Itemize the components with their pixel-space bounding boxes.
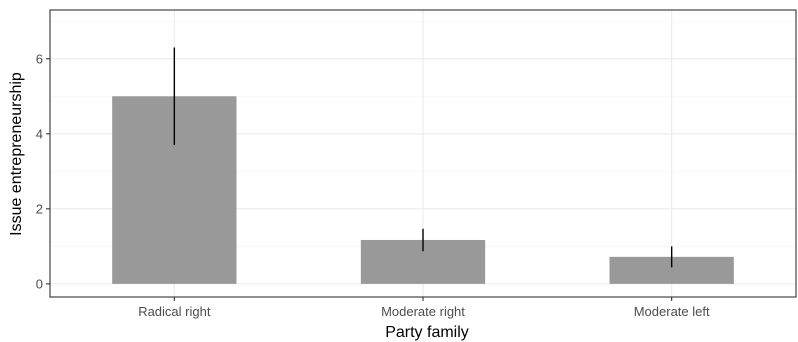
x-tick-label: Moderate left [634,304,710,319]
x-axis-title: Party family [385,324,469,341]
error-bars [173,47,673,268]
y-axis-title: Issue entrepreneurship [8,72,25,236]
x-tick-label: Radical right [138,304,211,319]
y-tick-label: 0 [36,276,43,291]
axes: 0 2 4 6 Radical right Moderate right Moderate … [36,9,797,319]
y-tick-label: 4 [36,126,43,141]
y-tick-label: 2 [36,201,43,216]
x-tick-label: Moderate right [381,304,465,319]
y-tick-label: 6 [36,51,43,66]
